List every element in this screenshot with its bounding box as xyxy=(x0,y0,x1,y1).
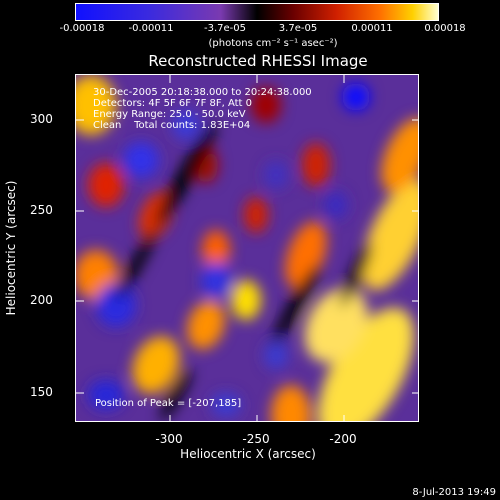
x-axis-label: Heliocentric X (arcsec) xyxy=(180,447,316,461)
image-plot xyxy=(75,74,419,422)
info-clean: Clean Total counts: 1.83E+04 xyxy=(93,120,251,131)
info-peak-position: Position of Peak = [-207,185] xyxy=(95,398,242,409)
colorbar-tick-label: 0.00018 xyxy=(424,23,466,34)
colorbar-unit-label: (photons cm⁻² s⁻¹ asec⁻²) xyxy=(208,38,338,49)
colorbar-tick-label: 0.00011 xyxy=(351,23,393,34)
y-tick-label: 300 xyxy=(30,112,53,126)
plot-title: Reconstructed RHESSI Image xyxy=(148,52,368,70)
colorbar-tick-label: -0.00011 xyxy=(128,23,174,34)
colorbar-tick-label: 3.7e-05 xyxy=(278,23,318,34)
y-tick-label: 150 xyxy=(30,385,53,399)
hxr-image-map xyxy=(76,75,418,421)
y-tick-label: 250 xyxy=(30,203,53,217)
x-tick-label: -200 xyxy=(329,432,357,446)
info-energy: Energy Range: 25.0 - 50.0 keV xyxy=(93,109,246,120)
colorbar-tick-label: -0.00018 xyxy=(59,23,105,34)
info-detectors: Detectors: 4F 5F 6F 7F 8F, Att 0 xyxy=(93,98,253,109)
x-tick-label: -300 xyxy=(155,432,183,446)
y-axis-label: Heliocentric Y (arcsec) xyxy=(4,180,18,316)
timestamp: 8-Jul-2013 19:49 xyxy=(412,487,496,498)
info-time-range: 30-Dec-2005 20:18:38.000 to 20:24:38.000 xyxy=(93,87,312,98)
x-tick-label: -250 xyxy=(242,432,270,446)
y-tick-label: 200 xyxy=(30,293,53,307)
colorbar-tick-label: -3.7e-05 xyxy=(204,23,246,34)
colorbar xyxy=(75,3,439,21)
